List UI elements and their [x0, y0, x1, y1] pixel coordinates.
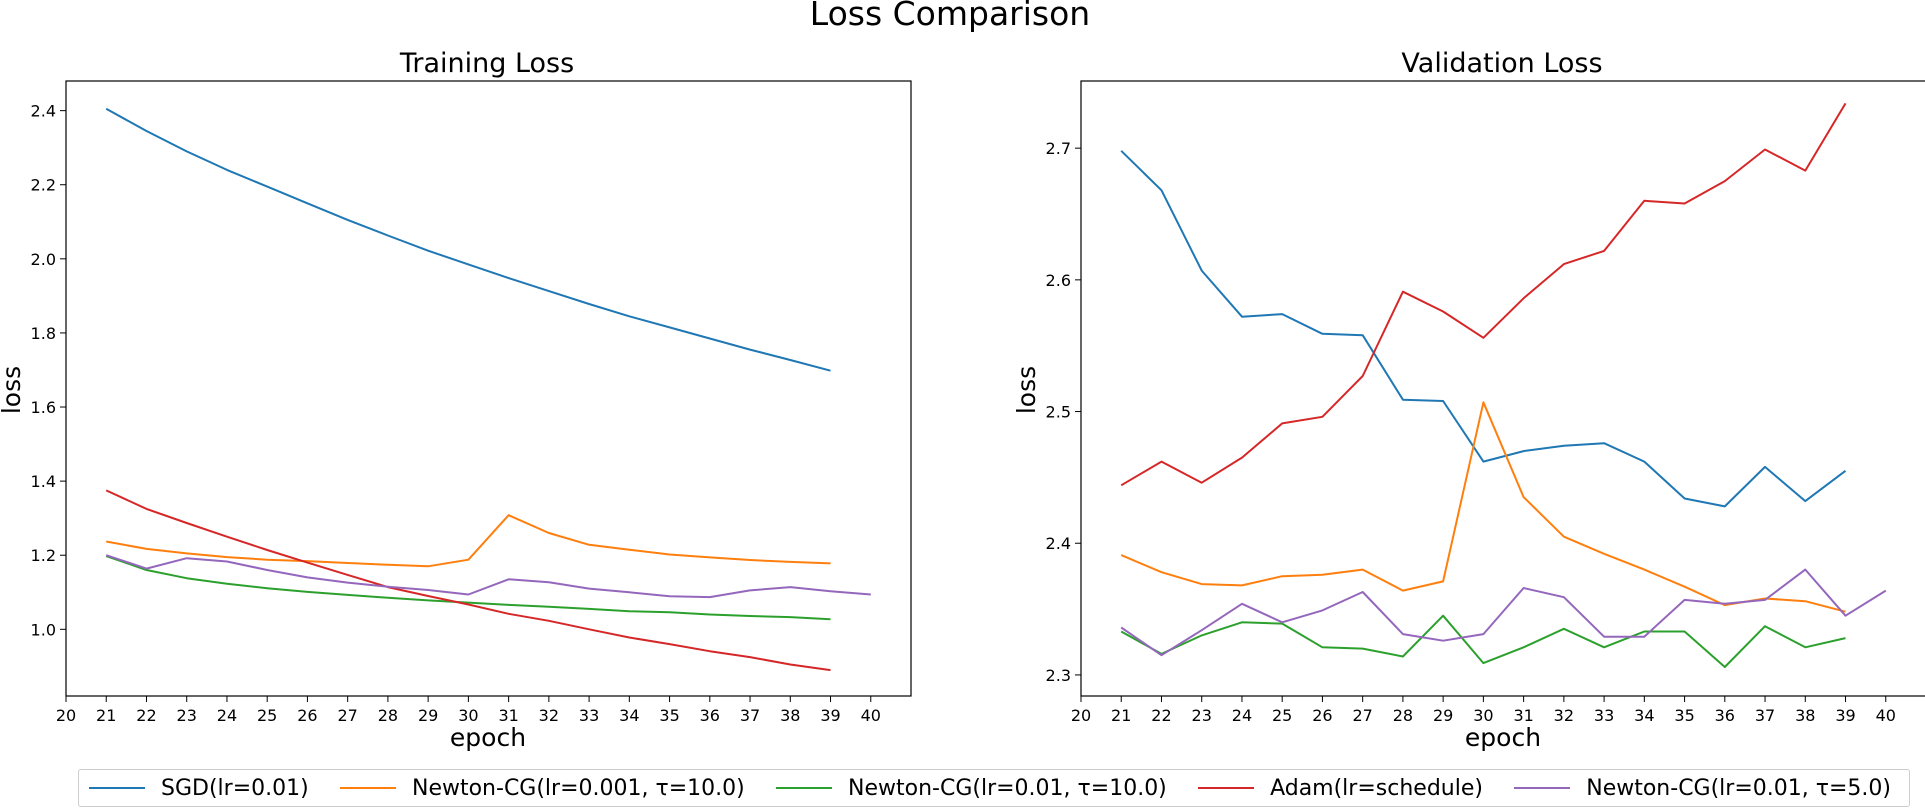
- y-tick-label: 1.0: [31, 620, 56, 639]
- x-tick-label: 21: [1111, 706, 1131, 725]
- x-tick-label: 22: [1151, 706, 1171, 725]
- x-tick-label: 23: [177, 706, 197, 725]
- x-tick-label: 32: [1554, 706, 1574, 725]
- x-tick-label: 38: [780, 706, 800, 725]
- legend-swatch: [1514, 787, 1571, 789]
- training-loss-chart: Training Loss 1.0 1.2 1.4 1.6 1.8 2.0 2.2 2.4 2…: [0, 48, 912, 752]
- x-tick-label: 40: [1876, 706, 1896, 725]
- validation-loss-y-axis-label: loss: [1012, 366, 1041, 414]
- x-tick-label: 38: [1795, 706, 1815, 725]
- x-tick-label: 34: [619, 706, 639, 725]
- training-loss-y-axis-label: loss: [0, 366, 26, 414]
- x-tick-label: 24: [1232, 706, 1252, 725]
- x-tick-label: 39: [1835, 706, 1855, 725]
- x-tick-label: 35: [659, 706, 679, 725]
- y-tick-label: 1.8: [31, 324, 56, 343]
- x-tick-label: 27: [1352, 706, 1372, 725]
- legend-label: Newton-CG(lr=0.01, τ=5.0): [1586, 775, 1891, 801]
- legend-label: Newton-CG(lr=0.01, τ=10.0): [848, 775, 1167, 801]
- legend-item-sgd: SGD(lr=0.01): [89, 776, 309, 801]
- training-loss-title: Training Loss: [399, 48, 574, 79]
- x-tick-label: 34: [1634, 706, 1654, 725]
- y-tick-label: 2.6: [1046, 271, 1071, 290]
- y-tick-label: 2.2: [31, 176, 56, 195]
- x-tick-label: 28: [1393, 706, 1413, 725]
- validation-loss-chart: Validation Loss 2.3 2.4 2.5 2.6 2.7 20 21 22 23…: [1012, 48, 1925, 752]
- x-tick-label: 20: [1071, 706, 1091, 725]
- training-loss-x-ticks: 20 21 22 23 24 25 26 27 28 29 30 31 32 33 34 35 36 37 38 39…: [56, 696, 881, 725]
- legend-swatch: [776, 787, 833, 789]
- legend-swatch: [89, 787, 145, 789]
- x-tick-label: 31: [498, 706, 518, 725]
- validation-loss-series: [1120, 102, 1887, 668]
- x-tick-label: 37: [740, 706, 760, 725]
- y-tick-label: 2.3: [1046, 666, 1071, 685]
- validation-loss-series-line-1: [1120, 401, 1846, 613]
- figure-title: Loss Comparison: [810, 0, 1090, 33]
- x-tick-label: 33: [1594, 706, 1614, 725]
- training-loss-series-line-4: [105, 554, 871, 599]
- training-loss-x-axis-label: epoch: [450, 723, 526, 752]
- x-tick-label: 36: [1715, 706, 1735, 725]
- x-tick-label: 35: [1674, 706, 1694, 725]
- training-loss-series: [105, 107, 871, 672]
- x-tick-label: 28: [378, 706, 398, 725]
- validation-loss-series-line-0: [1120, 150, 1847, 508]
- validation-loss-series-line-4: [1120, 568, 1887, 657]
- validation-loss-series-line-3: [1120, 102, 1847, 487]
- x-tick-label: 37: [1755, 706, 1775, 725]
- x-tick-label: 39: [820, 706, 840, 725]
- x-tick-label: 26: [1312, 706, 1332, 725]
- training-loss-series-line-3: [105, 489, 831, 672]
- validation-loss-plot-frame: [1080, 80, 1925, 697]
- validation-loss-series-line-2: [1120, 614, 1846, 668]
- legend-label: SGD(lr=0.01): [161, 775, 309, 801]
- x-tick-label: 23: [1192, 706, 1212, 725]
- x-tick-label: 36: [700, 706, 720, 725]
- training-loss-series-line-0: [105, 107, 831, 372]
- x-tick-label: 25: [1272, 706, 1292, 725]
- x-tick-label: 25: [257, 706, 277, 725]
- y-tick-label: 2.4: [1046, 534, 1071, 553]
- x-tick-label: 24: [217, 706, 237, 725]
- legend-label: Adam(lr=schedule): [1270, 775, 1483, 801]
- legend-item-adam: Adam(lr=schedule): [1198, 776, 1483, 801]
- legend-item-newton-cg-lr0.001-tau10: Newton-CG(lr=0.001, τ=10.0): [339, 775, 745, 801]
- validation-loss-x-ticks: 20 21 22 23 24 25 26 27 28 29 30 31 32 33 34 35 36 37 38 39…: [1071, 696, 1896, 725]
- y-tick-label: 1.4: [31, 472, 56, 491]
- y-tick-label: 2.0: [31, 250, 56, 269]
- legend-label: Newton-CG(lr=0.001, τ=10.0): [411, 775, 745, 801]
- training-loss-series-line-2: [105, 555, 831, 621]
- x-tick-label: 33: [579, 706, 599, 725]
- x-tick-label: 31: [1513, 706, 1533, 725]
- y-tick-label: 2.5: [1046, 403, 1071, 422]
- x-tick-label: 20: [56, 706, 76, 725]
- x-tick-label: 30: [458, 706, 478, 725]
- y-tick-label: 1.6: [31, 398, 56, 417]
- legend: SGD(lr=0.01) Newton-CG(lr=0.001, τ=10.0)…: [78, 769, 1910, 807]
- legend-swatch: [1198, 787, 1255, 789]
- x-tick-label: 32: [539, 706, 559, 725]
- legend-item-newton-cg-lr0.01-tau5: Newton-CG(lr=0.01, τ=5.0): [1514, 776, 1891, 801]
- training-loss-series-line-1: [106, 514, 831, 568]
- x-tick-label: 29: [418, 706, 438, 725]
- x-tick-label: 26: [297, 706, 317, 725]
- x-tick-label: 29: [1433, 706, 1453, 725]
- training-loss-plot-frame: [65, 80, 912, 697]
- validation-loss-y-ticks: 2.3 2.4 2.5 2.6 2.7: [1046, 139, 1081, 685]
- training-loss-y-ticks: 1.0 1.2 1.4 1.6 1.8 2.0 2.2 2.4: [31, 102, 66, 639]
- legend-item-newton-cg-lr0.01-tau10: Newton-CG(lr=0.01, τ=10.0): [776, 776, 1167, 801]
- validation-loss-title: Validation Loss: [1401, 48, 1602, 79]
- legend-swatch: [339, 787, 396, 789]
- x-tick-label: 30: [1473, 706, 1493, 725]
- validation-loss-x-axis-label: epoch: [1465, 723, 1541, 752]
- y-tick-label: 2.4: [31, 102, 56, 121]
- x-tick-label: 22: [136, 706, 156, 725]
- y-tick-label: 2.7: [1046, 139, 1071, 158]
- x-tick-label: 27: [337, 706, 357, 725]
- x-tick-label: 40: [861, 706, 881, 725]
- y-tick-label: 1.2: [31, 546, 56, 565]
- x-tick-label: 21: [96, 706, 116, 725]
